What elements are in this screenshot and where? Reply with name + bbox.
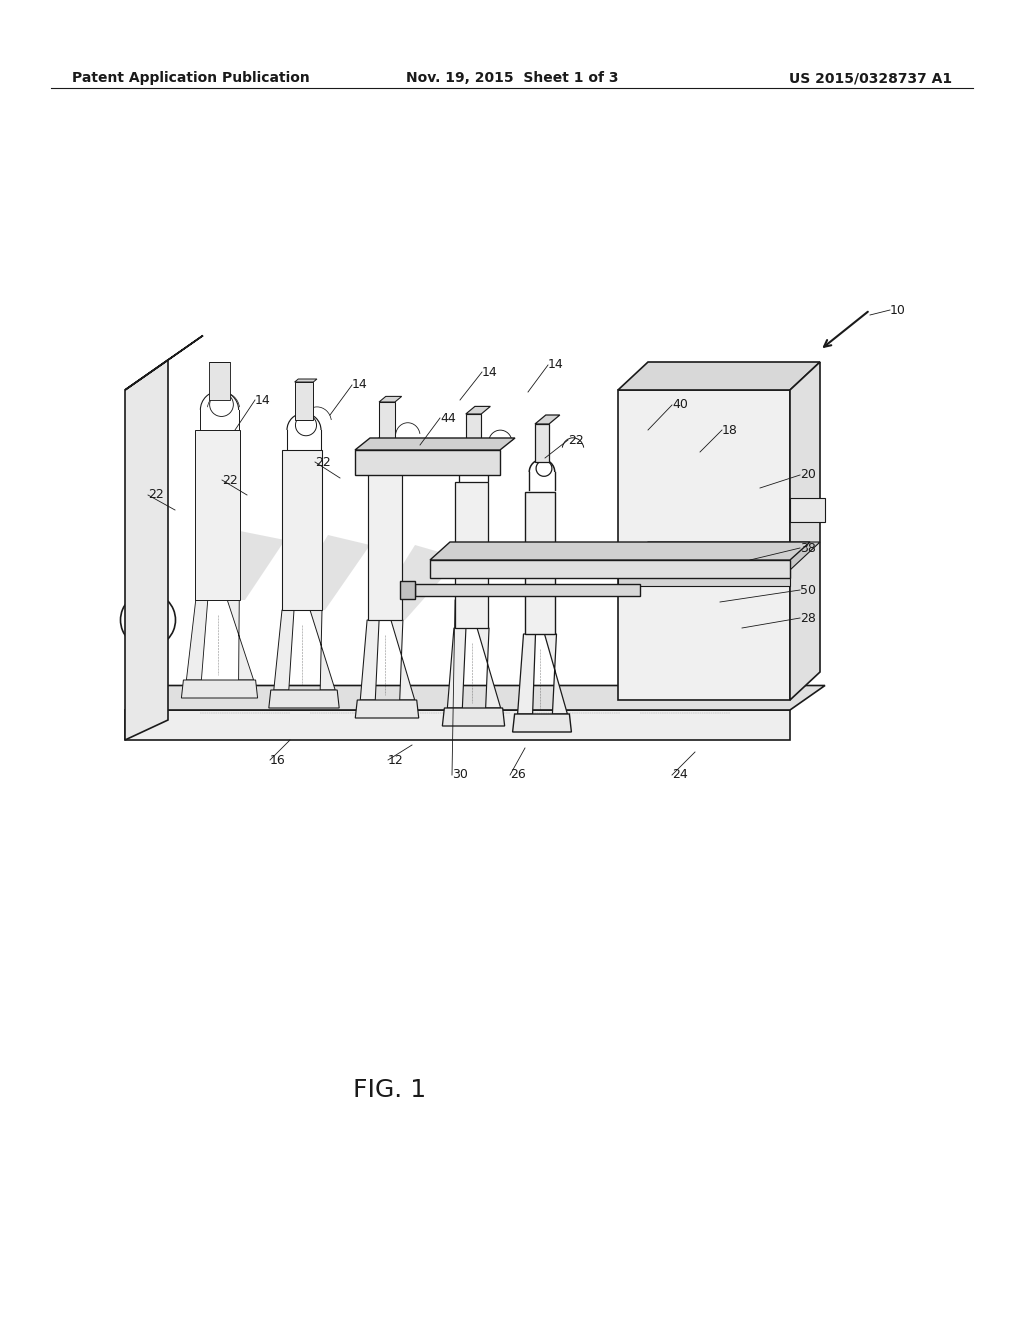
Text: 14: 14: [482, 366, 498, 379]
Text: 30: 30: [452, 768, 468, 781]
Polygon shape: [310, 610, 335, 690]
Polygon shape: [282, 535, 370, 610]
Polygon shape: [517, 634, 536, 714]
Polygon shape: [466, 414, 481, 451]
Polygon shape: [391, 620, 415, 700]
Polygon shape: [379, 403, 395, 440]
Text: Nov. 19, 2015  Sheet 1 of 3: Nov. 19, 2015 Sheet 1 of 3: [406, 71, 618, 84]
Text: 22: 22: [315, 455, 331, 469]
Polygon shape: [195, 430, 240, 601]
Text: 20: 20: [800, 469, 816, 482]
Polygon shape: [618, 362, 820, 389]
Polygon shape: [430, 543, 810, 560]
Polygon shape: [227, 601, 254, 680]
Text: 16: 16: [270, 754, 286, 767]
Polygon shape: [125, 710, 790, 741]
Polygon shape: [790, 362, 820, 700]
Polygon shape: [125, 685, 825, 710]
Polygon shape: [355, 700, 419, 718]
Text: 26: 26: [510, 768, 525, 781]
Text: 14: 14: [548, 359, 564, 371]
Polygon shape: [368, 470, 402, 620]
Polygon shape: [455, 482, 488, 628]
Polygon shape: [466, 407, 490, 414]
Polygon shape: [535, 424, 549, 462]
Polygon shape: [186, 601, 208, 680]
Text: 38: 38: [800, 541, 816, 554]
Polygon shape: [535, 414, 560, 424]
Text: 24: 24: [672, 768, 688, 781]
Text: Patent Application Publication: Patent Application Publication: [72, 71, 309, 84]
Polygon shape: [209, 362, 230, 400]
Polygon shape: [355, 450, 500, 475]
Polygon shape: [125, 360, 168, 741]
Polygon shape: [295, 379, 317, 381]
Polygon shape: [355, 438, 515, 450]
Polygon shape: [295, 381, 313, 420]
Text: 44: 44: [440, 412, 456, 425]
Polygon shape: [400, 581, 415, 599]
Polygon shape: [618, 570, 790, 586]
Polygon shape: [268, 690, 339, 708]
Text: 18: 18: [722, 424, 738, 437]
Polygon shape: [181, 680, 258, 698]
Polygon shape: [545, 634, 567, 714]
Text: 12: 12: [388, 754, 403, 767]
Text: 22: 22: [148, 488, 164, 502]
Text: US 2015/0328737 A1: US 2015/0328737 A1: [788, 71, 952, 84]
Polygon shape: [513, 714, 571, 733]
Text: 40: 40: [672, 399, 688, 412]
Text: 14: 14: [255, 393, 270, 407]
Text: 14: 14: [352, 379, 368, 392]
Text: 50: 50: [800, 583, 816, 597]
Polygon shape: [477, 628, 501, 708]
Text: 10: 10: [890, 304, 906, 317]
Text: 22: 22: [568, 433, 584, 446]
Polygon shape: [273, 610, 294, 690]
Polygon shape: [282, 450, 322, 610]
Text: FIG. 1: FIG. 1: [353, 1078, 427, 1102]
Polygon shape: [379, 396, 401, 403]
Text: 22: 22: [222, 474, 238, 487]
Polygon shape: [430, 560, 790, 578]
Polygon shape: [447, 628, 466, 708]
Polygon shape: [790, 498, 825, 521]
Polygon shape: [442, 708, 505, 726]
Polygon shape: [415, 583, 640, 597]
Text: 28: 28: [800, 611, 816, 624]
Polygon shape: [618, 389, 790, 700]
Polygon shape: [368, 545, 460, 620]
Polygon shape: [360, 620, 379, 700]
Polygon shape: [618, 543, 820, 570]
Polygon shape: [125, 335, 203, 389]
Polygon shape: [195, 531, 285, 601]
Polygon shape: [525, 492, 555, 634]
